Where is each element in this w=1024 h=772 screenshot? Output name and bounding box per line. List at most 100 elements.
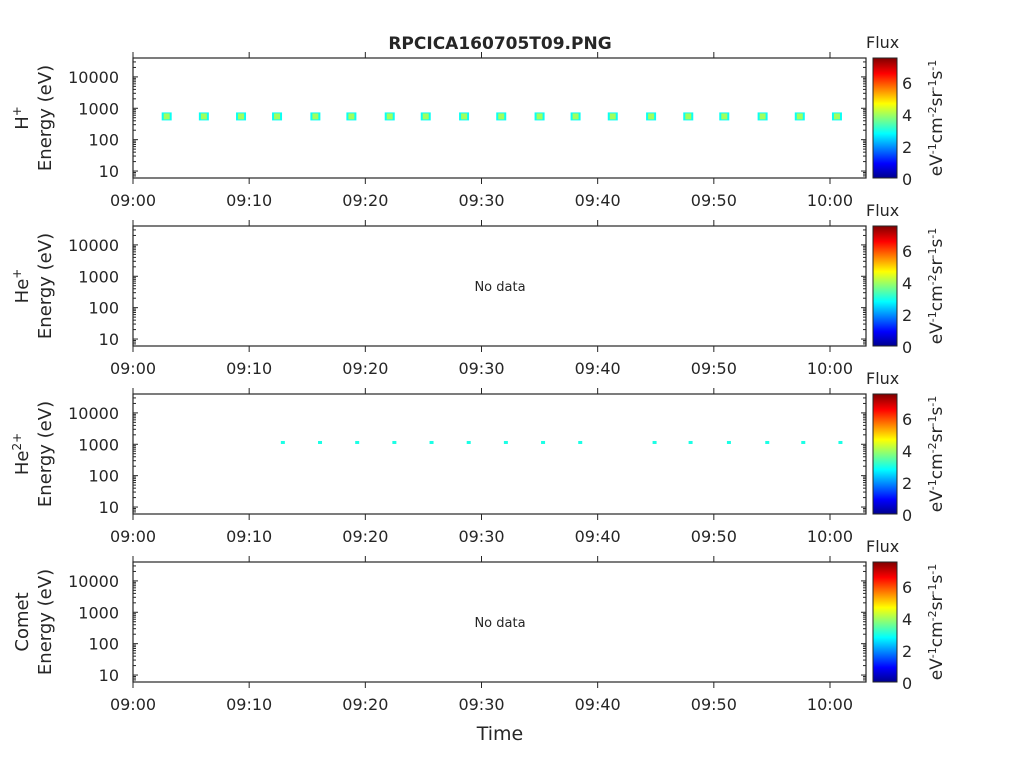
- data-cell: [648, 113, 655, 120]
- colorbar-title: Flux: [866, 369, 899, 388]
- x-tick-label: 09:30: [458, 695, 504, 714]
- data-cell: [274, 113, 281, 120]
- x-axis-label: Time: [476, 723, 524, 745]
- panel-3: 09:00 09:10 09:20 09:30 09:40 09:50 10:00 10 100…: [10, 369, 947, 546]
- colorbar-unit-label: eV-1cm-2sr-1s-1: [926, 60, 948, 177]
- x-tick-label: 09:50: [691, 191, 737, 210]
- colorbar-tick-label: 0: [902, 170, 912, 189]
- data-cell: [652, 440, 657, 444]
- colorbar-tick-label: 2: [902, 138, 912, 157]
- x-tick-label: 09:50: [691, 359, 737, 378]
- y-tick-label: 10: [99, 498, 119, 517]
- data-cell: [429, 440, 434, 444]
- data-cell: [833, 113, 840, 120]
- unit-base: sr: [927, 594, 947, 610]
- y-tick-label: 1000: [78, 435, 119, 454]
- x-tick-label: 09:10: [226, 695, 272, 714]
- y-tick-label: 1000: [78, 99, 119, 118]
- y-axis-label: Energy (eV): [35, 65, 56, 171]
- x-tick-label: 09:00: [110, 527, 156, 546]
- data-cell: [578, 440, 583, 444]
- data-cell: [280, 440, 285, 444]
- data-cell: [801, 440, 806, 444]
- x-tick-label: 09:20: [342, 359, 388, 378]
- unit-base: eV: [927, 154, 947, 176]
- unit-exponent: -1: [926, 248, 939, 259]
- species-name: H: [12, 116, 33, 130]
- unit-exponent: -1: [926, 311, 939, 322]
- data-cell: [721, 113, 728, 120]
- x-tick-label: 09:40: [575, 191, 621, 210]
- y-tick-label: 10000: [68, 68, 119, 87]
- colorbar-title: Flux: [866, 201, 899, 220]
- unit-exponent: -1: [926, 584, 939, 595]
- panel-4: 09:00 09:10 09:20 09:30 09:40 09:50 10:00 10 100…: [12, 537, 947, 714]
- plot-area: [132, 393, 867, 515]
- unit-base: s: [927, 575, 947, 584]
- unit-exponent: -2: [926, 106, 939, 117]
- colorbar-tick-label: 2: [902, 306, 912, 325]
- colorbar-tick-label: 4: [902, 106, 912, 125]
- colorbar-unit-label: eV-1cm-2sr-1s-1: [926, 564, 948, 681]
- colorbar-tick-label: 0: [902, 674, 912, 693]
- x-tick-label: 09:10: [226, 359, 272, 378]
- colorbar: 0 2 4 6 Flux eV-1cm-2sr-1s-1: [866, 33, 947, 189]
- x-tick-label: 09:10: [226, 191, 272, 210]
- data-cell: [572, 113, 579, 120]
- data-cell: [386, 113, 393, 120]
- data-cell: [498, 113, 505, 120]
- plot-area: [132, 225, 867, 347]
- x-tick-label: 09:10: [226, 527, 272, 546]
- plot-area: [132, 561, 867, 683]
- species-charge: +: [10, 269, 24, 279]
- panel-2: 09:00 09:10 09:20 09:30 09:40 09:50 10:00 10 100…: [10, 201, 947, 378]
- panel-1: 09:00 09:10 09:20 09:30 09:40 09:50 10:00 10 100…: [10, 33, 947, 210]
- data-cell: [461, 113, 468, 120]
- unit-exponent: -1: [926, 80, 939, 91]
- unit-base: s: [927, 239, 947, 248]
- data-cell: [163, 113, 170, 120]
- data-cell: [726, 440, 731, 444]
- colorbar-gradient: [872, 393, 898, 515]
- data-cell: [318, 440, 323, 444]
- y-tick-label: 100: [88, 131, 119, 150]
- unit-base: cm: [927, 117, 947, 143]
- x-tick-label: 09:00: [110, 695, 156, 714]
- colorbar-tick-label: 6: [902, 74, 912, 93]
- unit-base: eV: [927, 490, 947, 512]
- data-cell: [503, 440, 508, 444]
- y-axis-label: Energy (eV): [35, 569, 56, 675]
- y-axis-label: Energy (eV): [35, 233, 56, 339]
- unit-base: sr: [927, 426, 947, 442]
- data-cell: [765, 440, 770, 444]
- unit-exponent: -1: [926, 143, 939, 154]
- y-tick-label: 100: [88, 635, 119, 654]
- x-tick-label: 09:40: [575, 359, 621, 378]
- colorbar-tick-label: 0: [902, 506, 912, 525]
- colorbar-title: Flux: [866, 33, 899, 52]
- colorbar-tick-label: 0: [902, 338, 912, 357]
- unit-exponent: -1: [926, 228, 939, 239]
- data-cell: [688, 440, 693, 444]
- data-cell: [759, 113, 766, 120]
- unit-exponent: -1: [926, 416, 939, 427]
- unit-base: sr: [927, 258, 947, 274]
- y-tick-label: 10: [99, 162, 119, 181]
- y-tick-label: 10000: [68, 572, 119, 591]
- colorbar-title: Flux: [866, 537, 899, 556]
- x-tick-label: 09:20: [342, 191, 388, 210]
- x-tick-label: 09:40: [575, 527, 621, 546]
- unit-base: cm: [927, 285, 947, 311]
- colorbar-gradient: [872, 57, 898, 179]
- species-charge: 2+: [10, 433, 24, 451]
- colorbar-tick-label: 6: [902, 410, 912, 429]
- x-tick-label: 10:00: [807, 191, 853, 210]
- x-tick-label: 10:00: [807, 359, 853, 378]
- unit-base: cm: [927, 453, 947, 479]
- unit-base: eV: [927, 658, 947, 680]
- data-cell: [536, 113, 543, 120]
- x-tick-label: 09:20: [342, 527, 388, 546]
- unit-base: cm: [927, 621, 947, 647]
- species-label: He+: [10, 269, 33, 304]
